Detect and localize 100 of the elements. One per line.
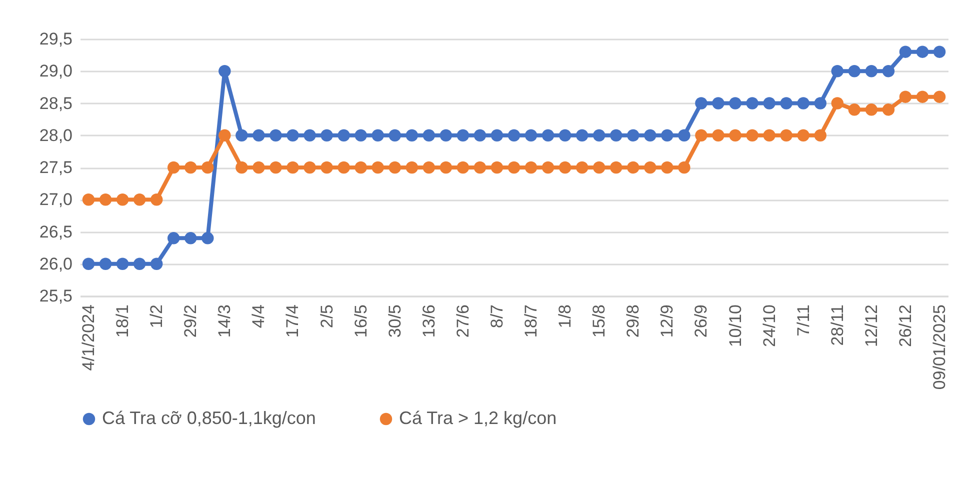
point xyxy=(678,129,690,142)
point xyxy=(610,129,622,142)
point xyxy=(218,129,231,142)
point xyxy=(746,97,758,110)
x-tick-label: 1/8 xyxy=(556,304,575,328)
x-tick-label: 09/01/2025 xyxy=(930,304,949,390)
point xyxy=(678,161,690,174)
x-tick-label: 16/5 xyxy=(351,304,370,338)
point xyxy=(354,129,367,142)
point xyxy=(184,232,197,244)
point xyxy=(644,129,656,142)
point xyxy=(252,161,265,174)
point xyxy=(218,65,231,78)
point xyxy=(814,97,826,110)
point xyxy=(763,97,776,110)
point xyxy=(270,129,282,142)
point xyxy=(610,161,622,174)
point xyxy=(406,129,418,142)
point xyxy=(440,129,452,142)
point xyxy=(184,161,197,174)
point xyxy=(490,161,504,174)
y-tick-label: 27,0 xyxy=(39,190,72,210)
point xyxy=(338,161,350,174)
legend-label: Cá Tra cỡ 0,850-1,1kg/con xyxy=(102,408,316,428)
point xyxy=(542,161,554,174)
point xyxy=(286,129,299,142)
point xyxy=(644,161,656,174)
x-tick-label: 15/8 xyxy=(590,304,609,338)
point xyxy=(576,129,588,142)
point xyxy=(422,161,436,174)
point xyxy=(490,129,504,142)
x-tick-label: 27/6 xyxy=(453,304,472,338)
point xyxy=(695,129,708,142)
point xyxy=(202,161,214,174)
x-tick-label: 12/12 xyxy=(862,304,881,348)
point xyxy=(524,129,538,142)
point xyxy=(167,232,180,244)
point xyxy=(474,161,486,174)
point xyxy=(933,46,946,58)
point xyxy=(150,258,163,270)
point xyxy=(627,161,640,174)
point xyxy=(576,161,588,174)
point xyxy=(780,129,792,142)
point xyxy=(899,90,912,103)
point xyxy=(558,129,572,142)
point xyxy=(82,194,95,206)
point xyxy=(780,97,792,110)
point xyxy=(99,258,112,270)
point xyxy=(150,194,163,206)
point xyxy=(474,129,486,142)
point xyxy=(167,161,180,174)
point xyxy=(899,46,912,58)
x-tick-label: 30/5 xyxy=(385,304,404,338)
point xyxy=(661,161,674,174)
x-tick-label: 4/4 xyxy=(249,304,268,328)
point xyxy=(456,161,470,174)
y-tick-label: 27,5 xyxy=(39,158,72,177)
point xyxy=(354,161,367,174)
y-tick-label: 29,0 xyxy=(39,62,72,81)
y-tick-label: 26,0 xyxy=(39,254,72,274)
x-tick-label: 29/2 xyxy=(181,304,200,338)
x-tick-label: 28/11 xyxy=(828,304,847,346)
point xyxy=(933,90,946,103)
point xyxy=(508,161,520,174)
point xyxy=(558,161,572,174)
point xyxy=(270,161,282,174)
point xyxy=(712,97,724,110)
point xyxy=(831,65,844,78)
point xyxy=(508,129,520,142)
x-tick-label: 18/7 xyxy=(522,304,541,338)
x-tick-label: 26/9 xyxy=(692,304,711,338)
point xyxy=(797,97,810,110)
point xyxy=(116,194,129,206)
point xyxy=(99,194,112,206)
point xyxy=(372,129,384,142)
point xyxy=(82,258,95,270)
x-tick-label: 12/9 xyxy=(658,304,677,338)
point xyxy=(320,161,333,174)
x-tick-label: 17/4 xyxy=(283,304,302,338)
y-tick-label: 29,5 xyxy=(39,30,72,48)
point xyxy=(797,129,810,142)
point xyxy=(592,161,606,174)
point xyxy=(592,129,606,142)
x-tick-label: 18/1 xyxy=(113,304,132,338)
point xyxy=(202,232,214,244)
point xyxy=(440,161,452,174)
x-tick-label: 7/11 xyxy=(794,304,813,336)
point xyxy=(456,129,470,142)
point xyxy=(882,104,895,116)
point xyxy=(320,129,333,142)
point xyxy=(304,161,316,174)
point xyxy=(865,65,878,78)
point xyxy=(882,65,895,78)
y-tick-label: 26,5 xyxy=(39,222,72,242)
point xyxy=(814,129,826,142)
point xyxy=(848,65,861,78)
point xyxy=(916,46,929,58)
point xyxy=(388,129,401,142)
y-tick-label: 28,0 xyxy=(39,126,72,145)
point xyxy=(133,258,146,270)
